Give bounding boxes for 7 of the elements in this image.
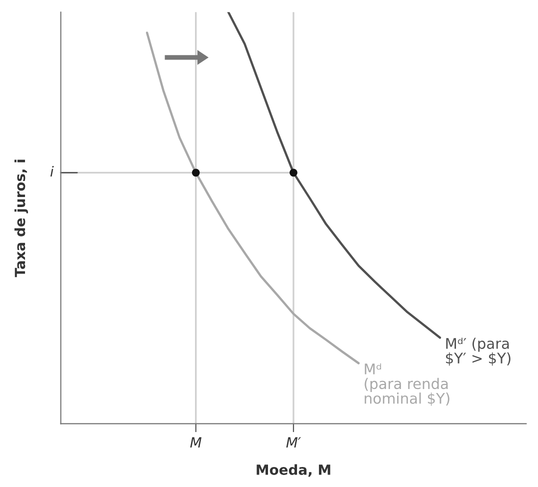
series-label: Mᵈ′ (para $Y′ > $Y) [446,338,510,366]
x-tick-label: M′ [286,437,301,448]
x-axis-title: Moeda, M [256,464,330,477]
ref-line-label: i [50,166,54,176]
y-axis-title: Taxa de juros, i [14,160,28,278]
x-tick-label: M [190,437,202,448]
series-label: Mᵈ (para renda nominal $Y) [364,363,450,406]
